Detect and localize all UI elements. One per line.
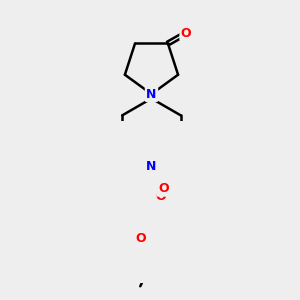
Text: O: O — [158, 182, 169, 195]
Text: O: O — [155, 190, 166, 203]
Text: O: O — [135, 232, 146, 245]
Text: O: O — [181, 27, 191, 40]
Text: N: N — [146, 88, 157, 100]
Bar — [76, 121, 224, 283]
Text: N: N — [146, 160, 157, 173]
